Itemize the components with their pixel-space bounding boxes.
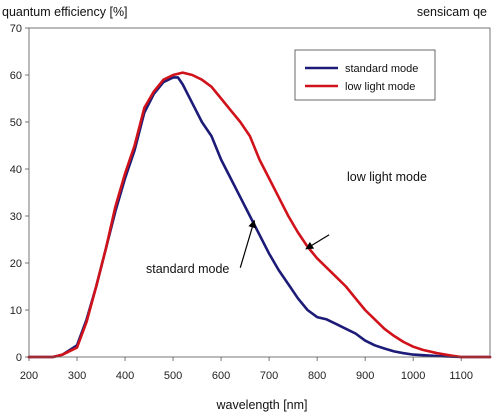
plot-lines [27, 71, 492, 359]
legend: standard mode low light mode [294, 49, 436, 101]
series-line-standard-mode [27, 76, 492, 359]
annotation-arrow-standard-mode [239, 219, 257, 268]
y-tick-label: 20 [10, 258, 22, 270]
x-tick-label: 900 [356, 370, 374, 382]
x-tick-label: 800 [308, 370, 326, 382]
y-tick-label: 30 [10, 211, 22, 223]
x-tick-label: 500 [164, 370, 182, 382]
annotation-low-light-mode: low light mode [347, 170, 427, 184]
legend-label-low-light-mode: low light mode [345, 81, 415, 93]
x-axis: 200 300 400 500 600 700 800 900 1000 1100 [20, 357, 473, 382]
y-tick-label: 10 [10, 305, 22, 317]
annotation-standard-mode: standard mode [146, 262, 229, 276]
plot-frame [28, 27, 491, 358]
y-tick-label: 60 [10, 70, 22, 82]
x-tick-label: 300 [68, 370, 86, 382]
y-tick-label: 40 [10, 164, 22, 176]
series-line-low-light-mode [27, 71, 492, 359]
x-tick-label: 600 [212, 370, 230, 382]
annotations: low light mode standard mode [146, 170, 427, 276]
y-tick-label: 70 [10, 23, 22, 35]
annotation-arrow-low-light-mode [305, 234, 330, 250]
legend-box [294, 49, 436, 101]
x-tick-label: 1100 [449, 370, 473, 382]
x-tick-label: 200 [20, 370, 38, 382]
x-tick-label: 700 [260, 370, 278, 382]
y-axis: 0 10 20 30 40 50 60 70 [10, 23, 29, 364]
legend-label-standard-mode: standard mode [345, 63, 418, 75]
y-tick-label: 0 [16, 352, 22, 364]
x-tick-label: 1000 [401, 370, 425, 382]
x-axis-title: wavelength [nm] [215, 398, 307, 412]
x-tick-label: 400 [116, 370, 134, 382]
chart-title: sensicam qe [417, 5, 487, 19]
y-axis-title: quantum efficiency [%] [2, 5, 128, 19]
y-tick-label: 50 [10, 117, 22, 129]
